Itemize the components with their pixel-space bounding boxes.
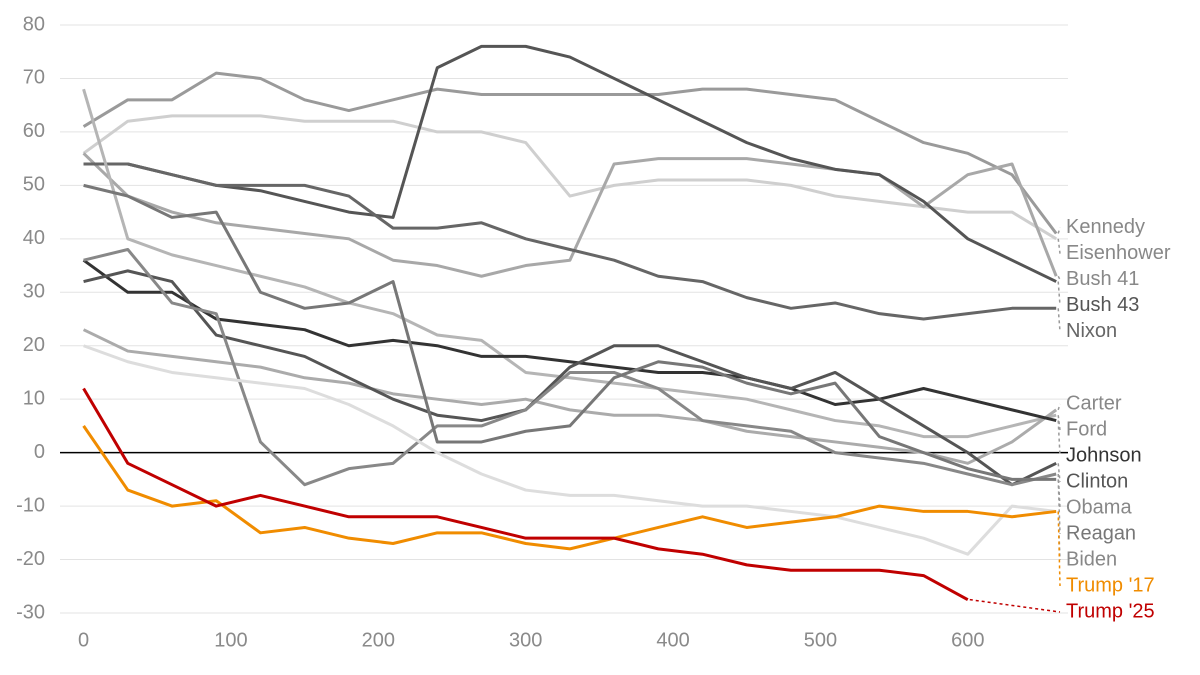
series-line [83,162,1057,321]
y-tick-label: 40 [23,227,45,249]
series-line [83,344,1057,556]
leader-line [969,598,1061,613]
series-line [83,248,1057,487]
series-line [83,183,1057,481]
series-label: Trump '17 [1066,574,1155,596]
x-tick-label: 0 [78,629,89,651]
series-label: Bush 43 [1066,294,1139,316]
series-label: Nixon [1066,320,1117,342]
x-tick-label: 100 [214,629,247,651]
series-label: Carter [1066,392,1122,414]
x-tick-label: 300 [509,629,542,651]
series-line [82,387,969,601]
y-tick-label: -20 [16,548,45,570]
y-tick-label: 30 [23,281,45,303]
series-line [82,328,1058,465]
x-tick-label: 500 [804,629,837,651]
leader-line [1057,511,1061,587]
series-label: Clinton [1066,470,1128,492]
series-label: Eisenhower [1066,242,1171,264]
leader-line [1057,420,1061,457]
series-label: Obama [1066,496,1132,518]
leader-line [1057,275,1061,280]
leader-line [1057,281,1061,306]
series-label: Bush 41 [1066,268,1139,290]
series-label: Trump '25 [1066,600,1155,622]
series-line [82,88,1057,439]
series-label: Kennedy [1066,216,1145,238]
y-tick-label: 70 [23,67,45,89]
leader-line [1057,403,1061,411]
x-tick-label: 600 [951,629,984,651]
series-label: Reagan [1066,522,1136,544]
series-line [83,44,1057,283]
series-label: Ford [1066,418,1107,440]
y-tick-label: 60 [23,120,45,142]
leader-line [1057,463,1061,483]
x-tick-label: 200 [362,629,395,651]
series-line [82,114,1057,241]
series-line [82,425,1057,551]
y-tick-label: 20 [23,334,45,356]
series-line [83,269,1057,487]
leader-line [1057,308,1061,332]
leader-line [1057,473,1061,509]
y-tick-label: -10 [16,494,45,516]
y-tick-label: 0 [34,441,45,463]
series-label: Johnson [1066,444,1142,466]
leader-line [1057,227,1061,234]
x-tick-label: 400 [656,629,689,651]
series-line [82,71,1058,235]
y-tick-label: 50 [23,174,45,196]
series-line [82,152,1058,278]
y-tick-label: 80 [23,13,45,35]
series-line [82,258,1057,423]
y-tick-label: 10 [23,387,45,409]
leader-line [1057,415,1061,431]
series-label: Biden [1066,548,1117,570]
leader-line [1057,238,1061,254]
y-tick-label: -30 [16,601,45,623]
